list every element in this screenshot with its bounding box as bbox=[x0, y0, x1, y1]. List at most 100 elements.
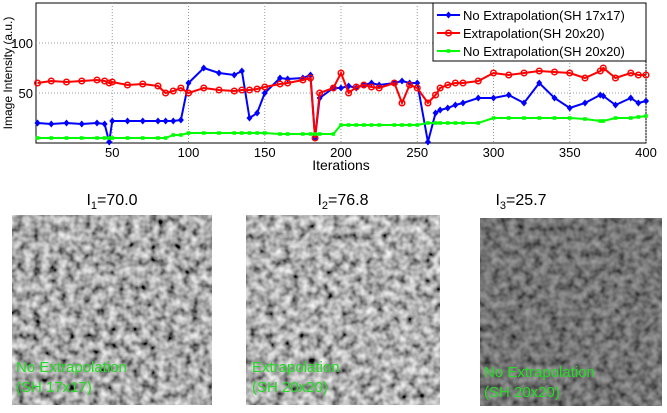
marker bbox=[505, 91, 512, 99]
marker bbox=[424, 99, 432, 107]
caption-part: 1 bbox=[91, 200, 97, 212]
marker bbox=[261, 83, 269, 91]
marker bbox=[438, 121, 442, 125]
marker bbox=[460, 99, 466, 107]
marker bbox=[506, 116, 511, 120]
marker bbox=[253, 85, 261, 93]
marker bbox=[459, 79, 467, 87]
image-label: (SH 17x17) bbox=[16, 379, 92, 396]
marker bbox=[125, 136, 130, 140]
marker bbox=[306, 74, 315, 82]
image-label: Extrapolation bbox=[252, 359, 340, 376]
marker bbox=[521, 99, 527, 107]
marker bbox=[185, 79, 192, 87]
marker bbox=[444, 104, 451, 112]
marker bbox=[35, 136, 40, 140]
marker bbox=[445, 121, 450, 125]
marker bbox=[566, 104, 573, 112]
marker bbox=[400, 123, 404, 127]
marker bbox=[551, 94, 558, 102]
marker bbox=[354, 123, 359, 127]
marker bbox=[238, 86, 246, 94]
marker bbox=[413, 84, 421, 92]
marker bbox=[139, 80, 147, 88]
x-tick-label: 350 bbox=[559, 145, 581, 160]
marker bbox=[476, 121, 481, 125]
marker bbox=[536, 79, 543, 87]
y-tick-label: 50 bbox=[19, 86, 33, 101]
marker bbox=[461, 121, 465, 125]
marker bbox=[446, 49, 451, 53]
marker bbox=[33, 79, 42, 87]
marker bbox=[154, 82, 162, 90]
marker bbox=[552, 116, 557, 120]
marker bbox=[424, 138, 431, 146]
marker bbox=[34, 119, 41, 127]
marker bbox=[613, 116, 618, 120]
marker bbox=[255, 131, 259, 135]
marker bbox=[238, 67, 245, 75]
marker bbox=[110, 136, 115, 140]
marker bbox=[108, 78, 116, 86]
image-1 bbox=[12, 215, 212, 405]
marker bbox=[611, 74, 620, 82]
marker bbox=[426, 121, 430, 125]
marker bbox=[299, 76, 307, 84]
marker bbox=[352, 83, 360, 91]
marker bbox=[179, 133, 183, 137]
marker bbox=[636, 115, 641, 119]
marker bbox=[93, 76, 101, 84]
marker bbox=[62, 78, 71, 86]
marker bbox=[453, 121, 458, 125]
marker bbox=[254, 109, 261, 117]
marker bbox=[599, 64, 607, 72]
marker bbox=[156, 136, 160, 140]
marker bbox=[377, 123, 381, 127]
caption-part: =70.0 bbox=[97, 192, 138, 209]
legend-box bbox=[432, 2, 647, 62]
caption-part: I bbox=[86, 192, 90, 209]
marker bbox=[406, 81, 414, 89]
marker bbox=[375, 84, 383, 92]
marker bbox=[598, 119, 603, 123]
marker bbox=[436, 84, 444, 92]
image-label: No Extrapolation bbox=[16, 359, 127, 376]
marker bbox=[643, 97, 649, 105]
marker bbox=[642, 71, 650, 79]
marker bbox=[64, 136, 69, 140]
caption-part: =25.7 bbox=[506, 192, 547, 209]
marker bbox=[184, 89, 193, 97]
series-line bbox=[37, 66, 646, 139]
marker bbox=[277, 74, 283, 82]
marker bbox=[177, 84, 185, 92]
y-tick-label: 100 bbox=[11, 36, 33, 51]
marker bbox=[63, 119, 70, 127]
marker bbox=[94, 119, 100, 127]
marker bbox=[390, 79, 398, 87]
image-caption: I3=25.7 bbox=[495, 192, 546, 212]
marker bbox=[106, 138, 113, 146]
marker bbox=[313, 132, 317, 136]
marker bbox=[170, 117, 177, 125]
marker bbox=[582, 99, 588, 107]
caption-part: 2 bbox=[322, 200, 328, 212]
x-tick-label: 250 bbox=[406, 145, 428, 160]
marker bbox=[276, 80, 284, 88]
marker bbox=[109, 117, 116, 125]
marker bbox=[567, 116, 572, 120]
image-caption: I2=76.8 bbox=[317, 192, 368, 212]
marker bbox=[124, 117, 131, 125]
marker bbox=[169, 87, 177, 95]
marker bbox=[600, 92, 607, 100]
marker bbox=[634, 71, 642, 79]
marker bbox=[360, 81, 368, 89]
marker bbox=[171, 133, 176, 137]
series-markers bbox=[34, 64, 649, 146]
marker bbox=[78, 77, 86, 85]
marker bbox=[445, 11, 452, 19]
marker bbox=[432, 91, 440, 99]
marker bbox=[308, 132, 313, 136]
marker bbox=[520, 69, 528, 77]
series-markers bbox=[35, 114, 648, 140]
